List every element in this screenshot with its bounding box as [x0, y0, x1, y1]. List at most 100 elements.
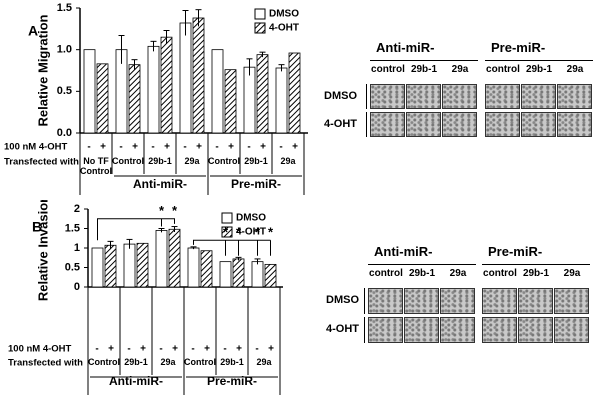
image-group-rule: [370, 60, 478, 61]
group-label: Anti-miR-: [133, 177, 187, 191]
significance-marker: *: [255, 225, 261, 240]
category-label: 29a: [184, 156, 200, 166]
significance-marker: *: [236, 225, 242, 240]
category-label: 29a: [160, 357, 176, 367]
category-label: Control: [184, 357, 216, 367]
bar: [187, 247, 200, 288]
legend-label: 4-OHT: [269, 23, 299, 34]
micrograph: [518, 288, 553, 314]
bar: [155, 230, 168, 288]
category-label-box: 29a: [160, 357, 176, 367]
bar: [179, 22, 192, 134]
treatment-label: 100 nM 4-OHT: [8, 344, 72, 355]
category-label: Control: [88, 357, 120, 367]
transfection-label: Transfected with: [4, 157, 79, 168]
image-group-rule: [482, 264, 590, 265]
micrograph: [370, 84, 405, 109]
legend-swatch: [254, 8, 266, 20]
image-row-rule: [366, 112, 367, 137]
image-column-label: 29a: [449, 268, 467, 279]
treatment-sign: +: [132, 142, 138, 153]
micrograph: [440, 288, 475, 314]
micrograph: [368, 317, 403, 343]
significance-marker: *: [223, 225, 229, 240]
bar: [136, 242, 149, 288]
category-label-box: 29b-1: [220, 357, 244, 367]
image-column-label: 29a: [563, 268, 581, 279]
category-label: No TF Control: [80, 156, 112, 176]
micrograph: [482, 288, 517, 314]
legend-swatch: [221, 212, 233, 224]
image-column-label: 29b-1: [410, 64, 438, 75]
micrograph: [521, 112, 556, 137]
treatment-sign: +: [260, 142, 266, 153]
bar: [224, 69, 237, 134]
category-label: 29b-1: [148, 156, 172, 166]
treatment-sign: +: [228, 142, 234, 153]
category-label: Control: [112, 156, 144, 166]
image-group-rule: [485, 60, 593, 61]
treatment-sign: +: [204, 344, 210, 355]
bar: [91, 247, 104, 288]
micrograph: [440, 317, 475, 343]
image-row-rule: [364, 317, 365, 343]
category-label-box: Control: [208, 156, 240, 166]
panel-label: A: [28, 23, 38, 39]
image-row-label: DMSO: [324, 90, 357, 102]
image-column-label: 29b-1: [522, 268, 550, 279]
bar: [288, 52, 301, 134]
treatment-label: 100 nM 4-OHT: [4, 142, 68, 153]
treatment-sign: -: [247, 142, 250, 153]
image-group-rule: [368, 264, 476, 265]
bar: [160, 36, 173, 134]
bar: [96, 63, 109, 134]
bracket: [193, 239, 271, 245]
treatment-sign: +: [196, 142, 202, 153]
micrograph: [368, 288, 403, 314]
micrograph: [442, 84, 477, 109]
bar: [192, 17, 205, 134]
category-label-box: 29a: [184, 156, 200, 166]
image-row-rule: [364, 288, 365, 314]
bar: [275, 67, 288, 134]
panel-label: B: [32, 219, 42, 235]
micrograph: [554, 288, 589, 314]
significance-marker: *: [268, 225, 274, 240]
y-tick-label: 1.0: [57, 44, 72, 56]
treatment-sign: +: [292, 142, 298, 153]
y-tick-label: 0: [74, 281, 80, 293]
treatment-sign: +: [108, 344, 114, 355]
significance-marker: *: [172, 203, 178, 218]
y-tick-label: 1: [74, 242, 80, 254]
image-column-label: control: [369, 268, 403, 279]
bar: [211, 49, 224, 134]
micrograph: [404, 288, 439, 314]
micrograph: [485, 84, 520, 109]
treatment-sign: -: [215, 142, 218, 153]
treatment-sign: -: [183, 142, 186, 153]
micrograph: [518, 317, 553, 343]
category-label: 29a: [280, 156, 296, 166]
legend-label: 4-OHT: [236, 227, 266, 238]
bar: [200, 250, 213, 288]
bar: [128, 64, 141, 134]
category-label: Control: [208, 156, 240, 166]
treatment-sign: -: [127, 344, 130, 355]
image-row-label: 4-OHT: [324, 118, 357, 130]
category-label-box: 29b-1: [244, 156, 268, 166]
category-label-box: 29b-1: [124, 357, 148, 367]
bar: [251, 261, 264, 288]
image-column-label: 29a: [451, 64, 469, 75]
micrograph: [442, 112, 477, 137]
treatment-sign: +: [164, 142, 170, 153]
category-label-box: No TF Control: [80, 156, 112, 176]
micrograph: [482, 317, 517, 343]
micrograph: [370, 112, 405, 137]
bar: [219, 261, 232, 288]
y-tick-label: 0.5: [57, 85, 72, 97]
y-tick-label: 0.0: [57, 127, 72, 139]
treatment-sign: +: [236, 344, 242, 355]
y-tick-label: 1.5: [65, 222, 80, 234]
significance-marker: *: [159, 203, 165, 218]
